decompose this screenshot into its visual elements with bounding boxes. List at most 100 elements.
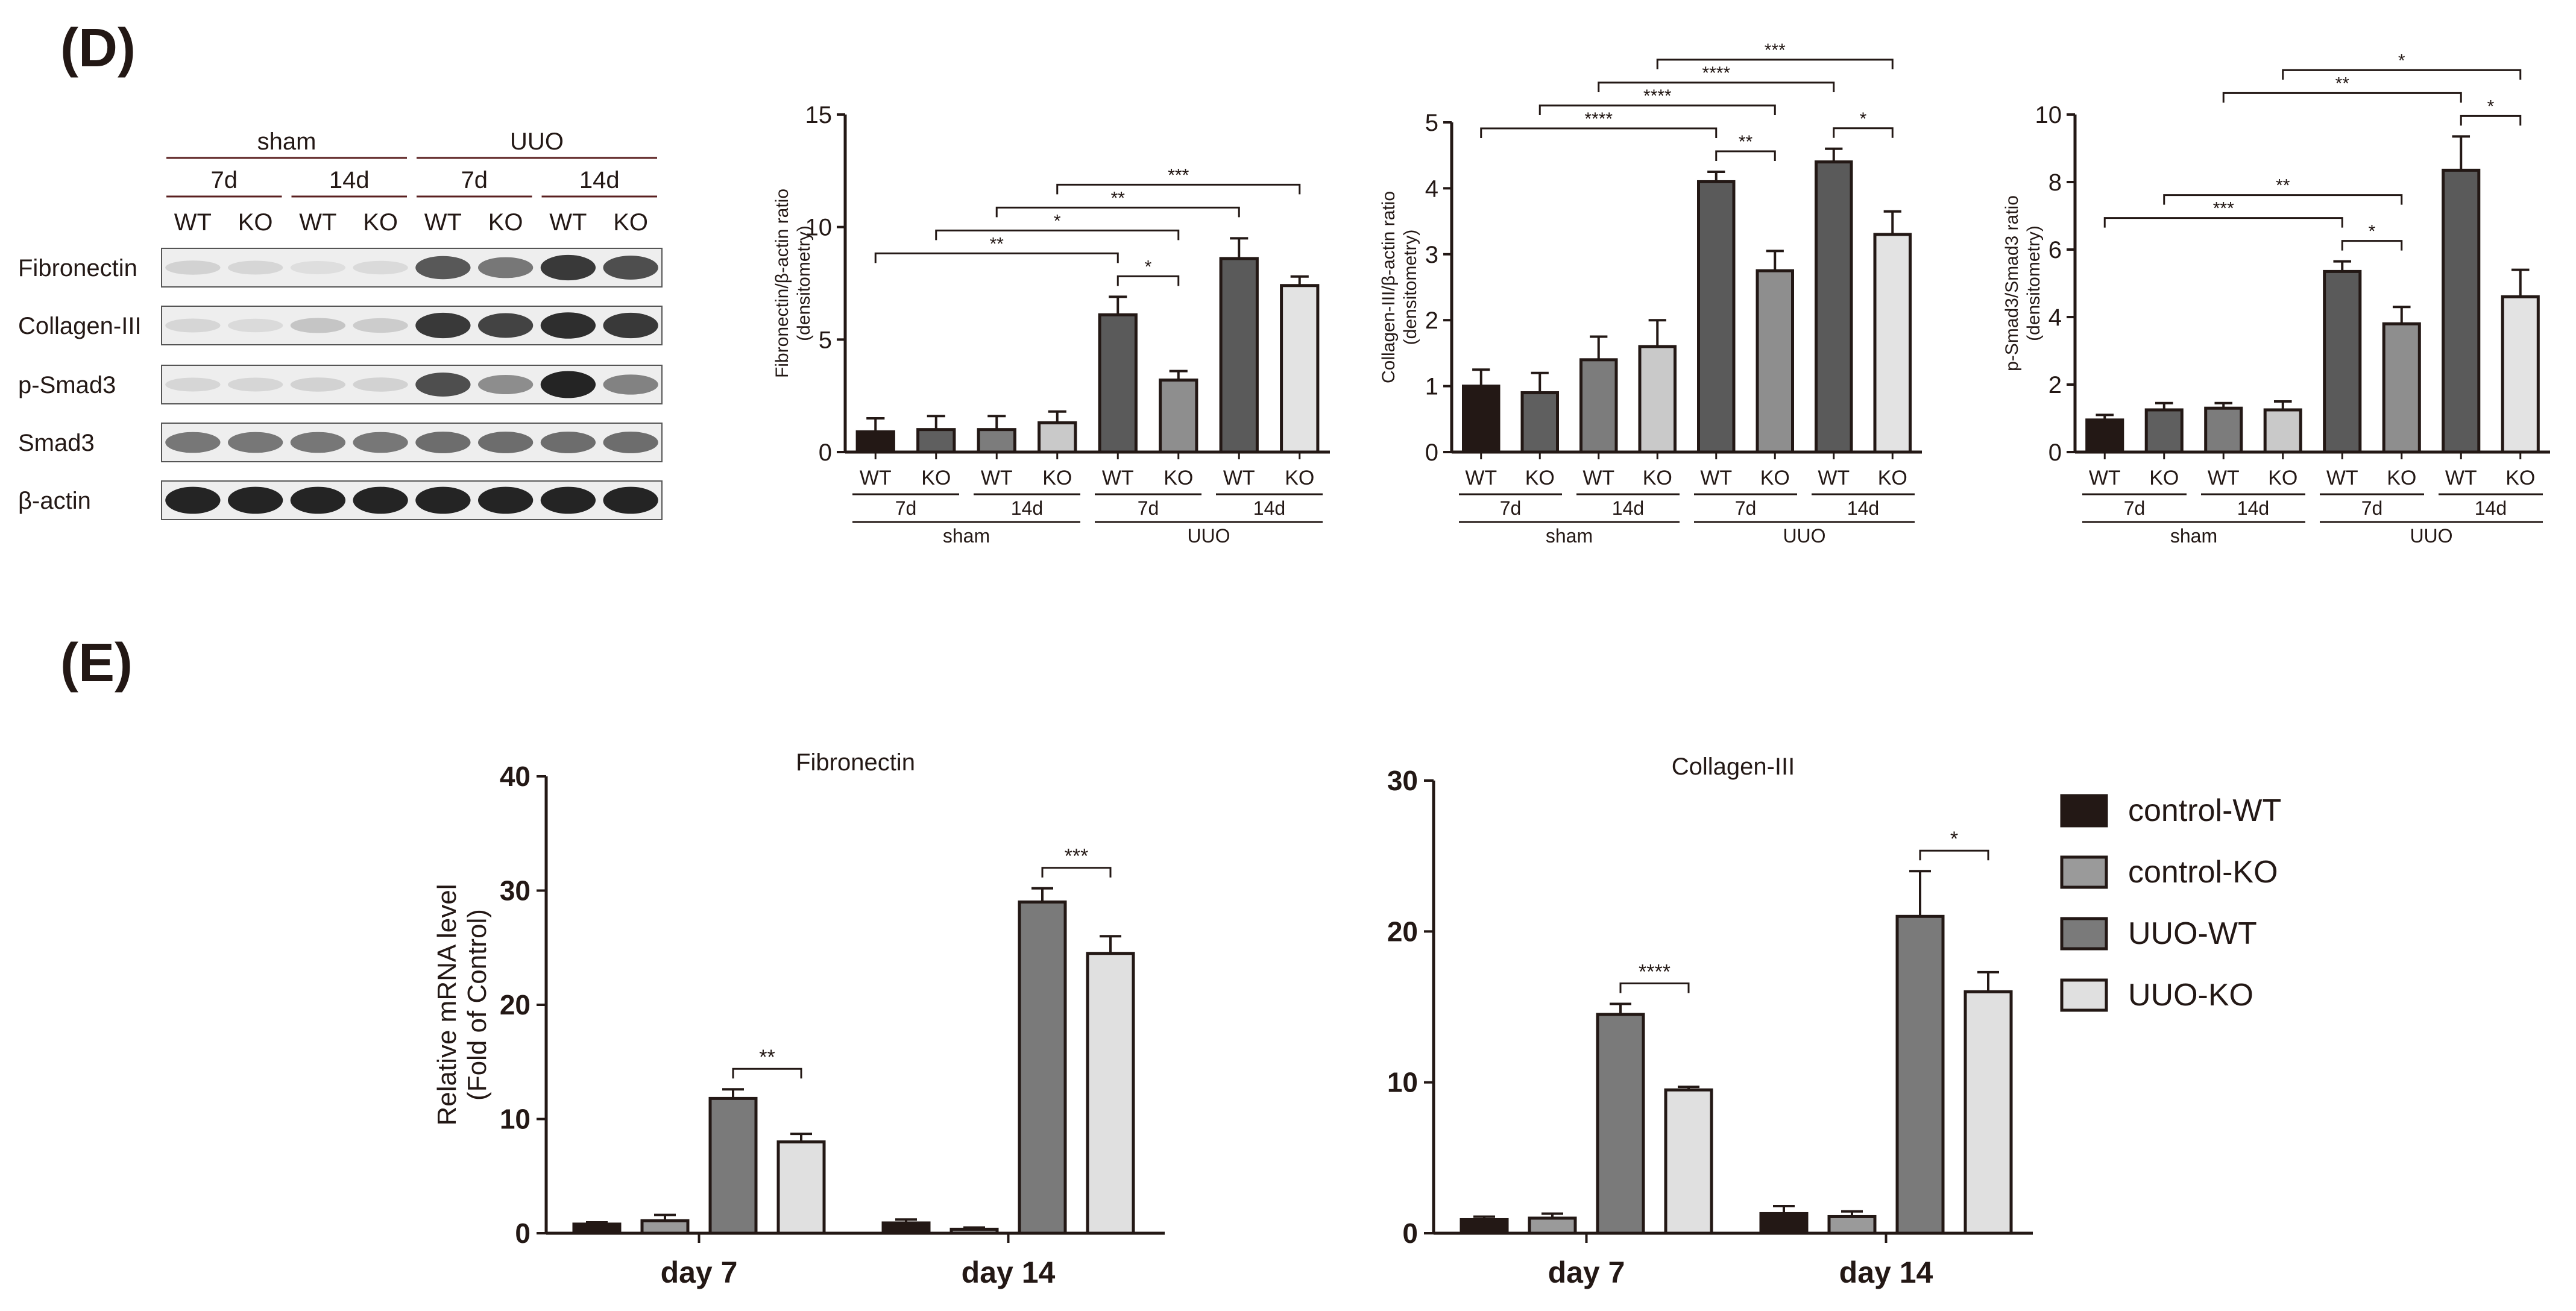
- bar: [2263, 408, 2302, 454]
- bar: [1664, 1088, 1713, 1235]
- x-tick-label: WT: [2326, 467, 2358, 489]
- time-label: 14d: [1847, 497, 1879, 519]
- x-tick-label: day 7: [1548, 1256, 1625, 1289]
- wb-band: [540, 371, 596, 398]
- bar: [1759, 1212, 1809, 1235]
- x-tick-label: WT: [1818, 467, 1850, 489]
- y-tick-label: 3: [1425, 242, 1438, 268]
- x-tick-label: KO: [1643, 467, 1672, 489]
- wb-band: [353, 486, 408, 514]
- bar: [855, 430, 895, 454]
- wb-band: [165, 260, 221, 275]
- y-tick-label: 10: [500, 1104, 531, 1135]
- y-axis-label: Collagen-III/β-actin ratio: [1379, 191, 1399, 383]
- bar: [881, 1221, 931, 1235]
- panel-label-d: (D): [60, 18, 136, 78]
- significance-label: ****: [1639, 960, 1671, 983]
- bar: [1098, 313, 1138, 454]
- significance-bracket: [1715, 150, 1776, 162]
- x-tick-label: KO: [1164, 467, 1193, 489]
- y-tick-label: 0: [1425, 439, 1438, 466]
- wb-genotype-label: KO: [363, 209, 398, 236]
- significance-bracket: [2460, 115, 2522, 126]
- wb-band: [290, 318, 346, 333]
- y-axis-label: (Fold of Control): [462, 909, 492, 1101]
- y-tick-label: 10: [2035, 102, 2062, 128]
- significance-label: *: [2487, 96, 2495, 116]
- y-tick-label: 2: [2049, 372, 2062, 398]
- bar: [1219, 257, 1259, 454]
- significance-label: *: [2398, 51, 2405, 71]
- wb-band: [603, 312, 658, 339]
- significance-bracket: [935, 229, 1180, 241]
- time-label: 7d: [2361, 497, 2383, 519]
- x-tick-label: WT: [1465, 467, 1497, 489]
- y-tick-label: 5: [819, 327, 832, 353]
- x-tick-label: day 14: [1839, 1256, 1933, 1289]
- y-tick-label: 2: [1425, 307, 1438, 334]
- bar: [640, 1219, 690, 1235]
- significance-bracket: [1598, 81, 1835, 93]
- wb-genotype-label: WT: [424, 209, 462, 236]
- chart-fibronectin-mrna: 0 10 20 30 40 Fibronectin Relative mRNA level(…: [432, 749, 1165, 1289]
- wb-band: [603, 256, 658, 280]
- wb-band: [227, 486, 283, 514]
- y-tick-label: 6: [2049, 237, 2062, 263]
- x-tick-label: WT: [1102, 467, 1134, 489]
- bar: [977, 428, 1016, 454]
- x-tick-label: KO: [2149, 467, 2179, 489]
- bar: [1018, 900, 1067, 1235]
- bar: [708, 1096, 758, 1235]
- x-tick-label: WT: [1582, 467, 1614, 489]
- wb-band: [415, 373, 471, 397]
- time-label: 7d: [1500, 497, 1522, 519]
- y-tick-label: 0: [515, 1218, 531, 1249]
- significance-label: **: [2335, 74, 2350, 93]
- time-label: 7d: [895, 497, 917, 519]
- y-tick-label: 30: [500, 875, 531, 907]
- significance-bracket: [1619, 982, 1690, 993]
- legend-label: UUO-WT: [2128, 916, 2257, 951]
- x-tick-label: KO: [2505, 467, 2535, 489]
- wb-time-label: 7d: [461, 167, 488, 193]
- significance-bracket: [2341, 240, 2403, 251]
- wb-group-label: sham: [257, 128, 316, 155]
- legend-swatch: [2060, 794, 2108, 828]
- x-tick-label: KO: [2268, 467, 2297, 489]
- significance-label: *: [1145, 257, 1152, 277]
- wb-band: [415, 256, 471, 280]
- x-tick-label: WT: [1700, 467, 1732, 489]
- significance-bracket: [2163, 194, 2403, 205]
- x-tick-label: WT: [860, 467, 892, 489]
- significance-label: ***: [1065, 845, 1089, 868]
- bar: [1280, 284, 1320, 454]
- x-tick-label: WT: [2208, 467, 2240, 489]
- significance-label: ****: [1584, 109, 1613, 129]
- y-tick-label: 1: [1425, 374, 1438, 400]
- panel-label-e: (E): [60, 633, 133, 693]
- y-axis-label: Fibronectin/β-actin ratio: [772, 189, 792, 378]
- wb-genotype-label: KO: [613, 209, 648, 236]
- significance-bracket: [874, 252, 1119, 263]
- wb-band: [540, 312, 596, 339]
- wb-genotype-label: KO: [488, 209, 523, 236]
- y-tick-label: 15: [805, 102, 833, 128]
- x-tick-label: day 14: [962, 1256, 1056, 1289]
- significance-label: **: [1111, 188, 1126, 208]
- y-tick-label: 4: [1425, 175, 1438, 202]
- bar: [2323, 269, 2362, 454]
- legend-swatch: [2060, 978, 2108, 1012]
- x-tick-label: WT: [1223, 467, 1255, 489]
- y-tick-label: 5: [1425, 110, 1438, 136]
- significance-bracket: [1656, 58, 1894, 70]
- significance-bracket: [2282, 69, 2522, 80]
- bar: [1596, 1013, 1645, 1235]
- bar: [2085, 418, 2124, 454]
- x-tick-label: WT: [981, 467, 1013, 489]
- wb-row-label: Fibronectin: [18, 255, 137, 281]
- bar: [1697, 180, 1736, 454]
- wb-band: [477, 375, 534, 394]
- bar: [2382, 322, 2421, 454]
- y-tick-label: 4: [2049, 304, 2062, 331]
